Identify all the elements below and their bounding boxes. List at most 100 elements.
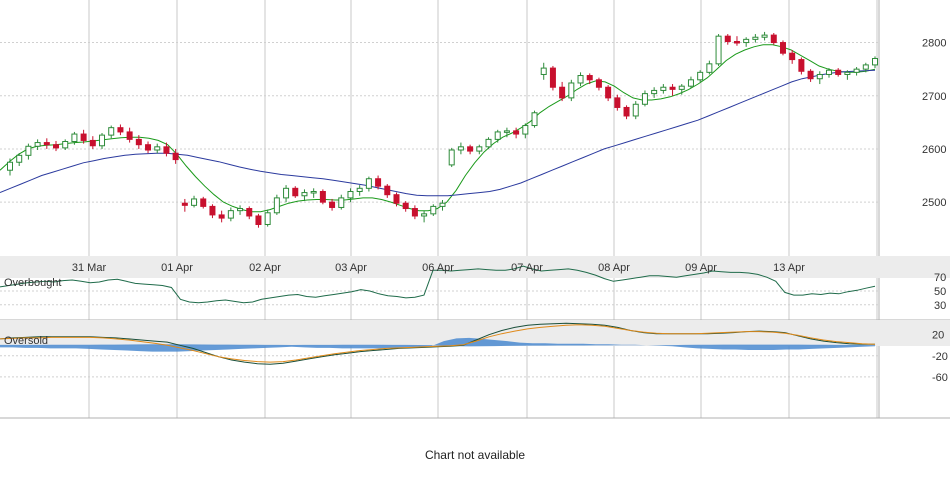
candle-body xyxy=(862,64,869,70)
candle-body xyxy=(485,138,492,148)
oscillator-tick-label: -20 xyxy=(932,351,948,363)
candle-body xyxy=(117,127,124,133)
rsi-tick-label: 30 xyxy=(934,300,946,312)
candle-body xyxy=(310,191,317,194)
date-tick-label: 06 Apr xyxy=(422,262,454,274)
candle-body xyxy=(669,86,676,90)
oscillator-tick-label: 20 xyxy=(932,330,944,342)
candles-layer xyxy=(7,31,878,228)
candle-body xyxy=(163,146,170,154)
price-tick-label: 2800 xyxy=(922,38,946,50)
candle-body xyxy=(181,202,188,206)
candle-body xyxy=(853,68,860,73)
candle-body xyxy=(338,197,345,208)
candle-body xyxy=(632,103,639,117)
candle-body xyxy=(25,145,32,156)
candle-body xyxy=(99,134,106,147)
candle-body xyxy=(549,67,556,88)
candle-body xyxy=(513,130,520,135)
candle-body xyxy=(402,202,409,210)
candle-body xyxy=(411,208,418,217)
date-tick-label: 08 Apr xyxy=(598,262,630,274)
price-tick-label: 2700 xyxy=(922,91,946,103)
candle-body xyxy=(706,63,713,73)
rsi-tick-label: 70 xyxy=(934,272,946,284)
date-tick-label: 09 Apr xyxy=(685,262,717,274)
candle-body xyxy=(430,205,437,215)
candle-body xyxy=(531,112,538,127)
candle-body xyxy=(614,97,621,108)
candle-body xyxy=(761,34,768,38)
candle-body xyxy=(264,212,271,225)
candle-body xyxy=(347,191,354,199)
oscillator-histogram xyxy=(0,337,875,352)
candle-body xyxy=(126,131,133,140)
candle-body xyxy=(540,67,547,75)
candle-body xyxy=(283,187,290,199)
candle-body xyxy=(393,194,400,204)
candle-body xyxy=(651,89,658,95)
candle-body xyxy=(457,146,464,151)
candle-body xyxy=(375,178,382,187)
series-layer xyxy=(0,44,876,365)
candle-body xyxy=(62,141,69,149)
candle-body xyxy=(872,58,878,66)
candle-body xyxy=(623,106,630,117)
date-tick-label: 01 Apr xyxy=(161,262,193,274)
overbought-band xyxy=(0,256,950,278)
candle-body xyxy=(687,79,694,87)
candle-body xyxy=(789,52,796,61)
candle-body xyxy=(715,35,722,65)
candle-body xyxy=(835,69,842,75)
candle-body xyxy=(319,191,326,203)
candle-body xyxy=(467,146,474,152)
candle-body xyxy=(586,75,593,81)
candle-body xyxy=(80,133,87,141)
candle-body xyxy=(798,59,805,72)
candle-body xyxy=(476,146,483,152)
date-tick-label: 03 Apr xyxy=(335,262,367,274)
candle-body xyxy=(577,75,584,84)
candle-body xyxy=(697,71,704,81)
candle-body xyxy=(43,142,50,146)
candle-body xyxy=(255,215,262,225)
candle-body xyxy=(145,144,152,151)
short-moving-average-line xyxy=(0,44,876,213)
candle-body xyxy=(522,125,529,135)
candle-body xyxy=(237,208,244,212)
date-tick-label: 31 Mar xyxy=(72,262,107,274)
rsi-line xyxy=(0,265,876,304)
date-tick-label: 13 Apr xyxy=(773,262,805,274)
candle-body xyxy=(568,82,575,99)
candle-body xyxy=(135,138,142,146)
rsi-tick-label: 50 xyxy=(934,286,946,298)
candle-body xyxy=(89,139,96,147)
candle-body xyxy=(743,38,750,44)
candle-body xyxy=(724,35,731,42)
candle-body xyxy=(301,192,308,197)
oversold-label: Oversold xyxy=(4,335,48,347)
grid-layer xyxy=(0,0,950,419)
candle-body xyxy=(733,40,740,44)
candle-body xyxy=(494,131,501,140)
candle-body xyxy=(172,152,179,161)
oscillator-tick-label: -60 xyxy=(932,372,948,384)
candle-body xyxy=(559,86,566,99)
candle-body xyxy=(825,69,832,75)
candle-body xyxy=(779,42,786,54)
date-tick-label: 02 Apr xyxy=(249,262,281,274)
candle-body xyxy=(448,149,455,166)
candle-body xyxy=(844,71,851,75)
candle-body xyxy=(246,208,253,217)
candle-body xyxy=(770,34,777,44)
candle-body xyxy=(218,214,225,219)
label-layer: 31 Mar 01 Apr 02 Apr 03 Apr 06 Apr 07 Apr 08 A… xyxy=(4,38,948,384)
date-tick-label: 07 Apr xyxy=(511,262,543,274)
candle-body xyxy=(365,178,372,189)
candle-body xyxy=(200,198,207,207)
price-tick-label: 2500 xyxy=(922,197,946,209)
candle-body xyxy=(7,161,13,171)
candle-body xyxy=(53,144,60,149)
